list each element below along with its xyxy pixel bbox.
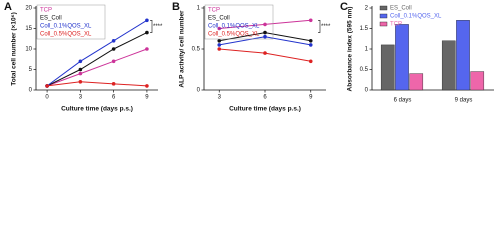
legend-label: ES_Coll (40, 16, 62, 22)
series-line (219, 48, 311, 62)
legend-box (204, 4, 274, 40)
y-axis-label: Absorbance index (595 nm) (347, 7, 354, 92)
y-tick-label: 0 (197, 88, 201, 94)
legend-label: Coll_0.5%QOS_XL (208, 32, 260, 38)
x-tick-label: 6 (263, 95, 267, 101)
data-point (263, 30, 267, 35)
legend-swatch (379, 5, 388, 11)
y-tick-label: 5 (29, 67, 33, 73)
data-point (263, 22, 267, 27)
data-point (111, 47, 116, 51)
data-point (145, 18, 149, 23)
series-line (46, 19, 148, 87)
significance-label: **** (153, 24, 163, 30)
bar (380, 44, 395, 91)
x-tick-label: 9 days (455, 98, 473, 104)
y-tick-label: 0.5 (192, 47, 201, 53)
series-line (46, 48, 148, 87)
y-axis-label: Total cell number (×10⁶) (11, 12, 18, 86)
legend-box (36, 4, 106, 40)
legend-label: Coll_0.1%QOS_XL (208, 24, 260, 30)
legend-label: Coll_0.5%QOS_XL (40, 32, 92, 38)
data-point (111, 82, 116, 86)
bar (395, 24, 409, 91)
x-tick-label: 6 days (394, 98, 412, 104)
y-tick-label: 1.5 (360, 26, 369, 32)
legend-label: ES_Coll (208, 16, 230, 22)
y-tick-label: 15 (25, 26, 32, 32)
significance-label: **** (321, 24, 331, 30)
panel-label: C (340, 1, 348, 13)
x-axis-label: Culture time (days p.s.) (229, 106, 301, 113)
y-tick-label: 1 (197, 6, 201, 12)
panel-label: A (4, 1, 12, 13)
data-point (217, 39, 222, 43)
legend-label: ES_Coll (390, 6, 412, 12)
significance-bracket (318, 20, 321, 33)
data-point (78, 59, 83, 64)
legend-label: TCP (208, 8, 220, 14)
data-point (78, 71, 83, 76)
x-tick-label: 9 (145, 95, 149, 101)
legend-label: TCP (40, 8, 52, 14)
data-point (145, 30, 149, 35)
x-tick-label: 6 (112, 95, 116, 101)
y-tick-label: 20 (25, 6, 32, 12)
y-tick-label: 0 (29, 88, 33, 94)
x-tick-label: 0 (45, 95, 49, 101)
data-point (308, 18, 313, 23)
x-tick-label: 9 (309, 95, 313, 101)
y-tick-label: 10 (25, 47, 32, 53)
data-point (263, 51, 267, 55)
legend-swatch (379, 13, 388, 19)
series-line (47, 81, 147, 87)
data-point (78, 80, 83, 84)
y-tick-label: 1 (365, 47, 369, 53)
y-tick-label: 0.5 (360, 67, 369, 73)
bar (441, 40, 456, 91)
data-point (145, 84, 149, 88)
data-point (111, 59, 116, 64)
bar (409, 73, 424, 91)
legend-label: Coll_0.1%QOS_XL (390, 14, 442, 20)
data-point (145, 47, 149, 51)
data-point (217, 43, 222, 47)
x-tick-label: 3 (79, 95, 83, 101)
data-point (308, 43, 313, 47)
page: A Total cell number (×10⁶) 0 5 10 15 20 0 3 6 9 Cul… (4, 0, 494, 113)
x-tick-label: 3 (218, 95, 222, 101)
y-tick-label: 2 (365, 6, 369, 12)
data-point (308, 59, 313, 64)
data-point (45, 84, 49, 88)
data-point (217, 26, 222, 31)
y-tick-label: 0 (365, 88, 369, 94)
panel-label: B (172, 1, 180, 13)
data-point (308, 39, 313, 43)
bar (456, 20, 470, 91)
bar (470, 71, 485, 91)
y-axis-label: ALP activity/ cell number (179, 10, 186, 88)
legend-label: Coll_0.1%QOS_XL (40, 24, 92, 30)
legend-label: TCP (390, 22, 402, 28)
data-point (217, 47, 222, 51)
significance-bracket (150, 20, 153, 33)
series-line (46, 32, 148, 87)
legend-swatch (379, 21, 388, 27)
data-point (78, 67, 83, 72)
x-axis-label: Culture time (days p.s.) (61, 106, 133, 113)
data-point (263, 34, 267, 39)
data-point (111, 39, 116, 43)
